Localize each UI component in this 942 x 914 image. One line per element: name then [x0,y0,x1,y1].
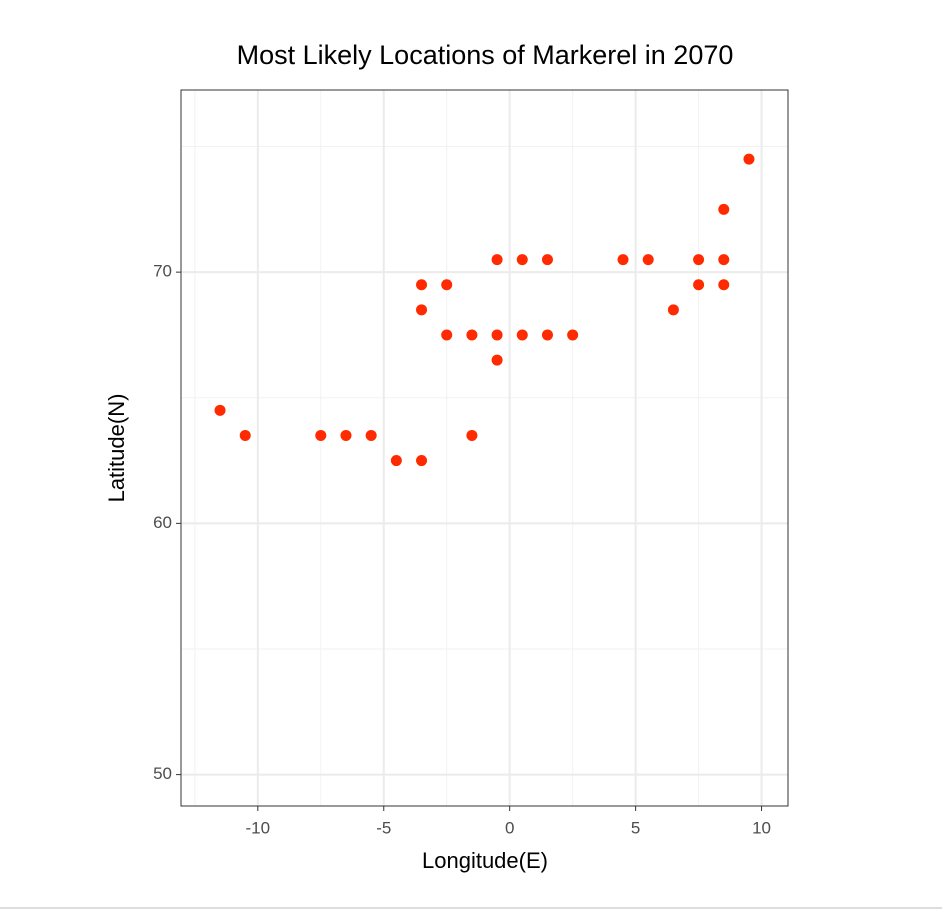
x-tick-label: -5 [376,818,391,837]
point [617,254,629,266]
point [441,279,453,291]
point [416,279,428,291]
point [516,329,528,341]
point [541,254,553,266]
point [516,254,528,266]
point [567,329,579,341]
point [491,254,503,266]
chart-title: Most Likely Locations of Markerel in 207… [237,40,734,70]
point [642,254,654,266]
point [365,429,377,441]
y-tick-label: 50 [153,764,172,783]
y-tick-label: 60 [153,513,172,532]
x-tick-label: 5 [631,818,640,837]
point [718,254,730,266]
point [718,279,730,291]
point [441,329,453,341]
point [466,329,478,341]
point [491,329,503,341]
point [239,429,251,441]
point [667,304,679,316]
point [693,279,705,291]
point [390,455,402,467]
point [416,304,428,316]
point [491,354,503,366]
point [315,429,327,441]
plot-border [180,89,789,807]
y-tick-label: 70 [153,262,172,281]
point [693,254,705,266]
x-axis-label: Longitude(E) [422,848,548,873]
point [466,429,478,441]
x-tick-label: 0 [505,818,514,837]
y-axis-label: Latitude(N) [104,394,129,503]
point [214,404,226,416]
point [718,203,730,215]
point [541,329,553,341]
x-tick-label: -10 [246,818,271,837]
point [416,455,428,467]
point [340,429,352,441]
point [743,153,755,165]
x-tick-label: 10 [752,818,771,837]
